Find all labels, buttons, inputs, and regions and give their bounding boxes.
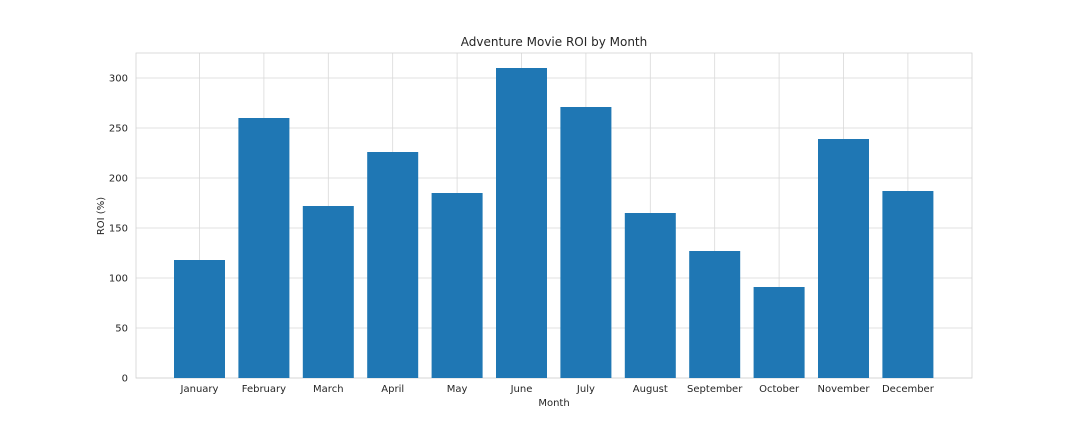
bar-september: [689, 251, 741, 378]
chart-title: Adventure Movie ROI by Month: [461, 35, 648, 49]
x-tick-label: September: [687, 384, 743, 395]
bar-february: [238, 118, 290, 378]
bar-may: [431, 193, 483, 378]
x-tick-label: August: [633, 384, 668, 395]
bar-march: [302, 206, 354, 378]
bar-june: [496, 68, 547, 378]
y-tick-label: 200: [109, 174, 128, 185]
x-tick-label: July: [576, 384, 595, 395]
y-tick-label: 100: [109, 274, 128, 285]
x-tick-label: March: [313, 384, 343, 395]
x-tick-labels: January February March April May June July Augu…: [180, 384, 935, 395]
bar-july: [560, 107, 612, 378]
x-axis-label: Month: [538, 398, 569, 409]
bars: [174, 68, 934, 378]
bar-august: [624, 213, 676, 378]
bar-january: [174, 260, 225, 378]
y-axis-label: ROI (%): [96, 197, 107, 235]
bar-april: [367, 152, 419, 378]
bar-october: [753, 287, 805, 378]
x-tick-label: December: [882, 384, 935, 395]
y-tick-label: 50: [115, 324, 128, 335]
x-tick-label: April: [381, 384, 404, 395]
y-tick-label: 150: [109, 224, 128, 235]
y-tick-labels: 0 50 100 150 200 250 300: [109, 74, 128, 385]
x-tick-label: June: [510, 384, 533, 395]
x-tick-label: January: [180, 384, 219, 395]
axes-frame: [135, 52, 973, 379]
x-tick-label: November: [817, 384, 870, 395]
bar-december: [882, 191, 934, 378]
y-tick-label: 300: [109, 74, 128, 85]
y-tick-label: 250: [109, 124, 128, 135]
bar-november: [818, 139, 869, 378]
x-tick-label: February: [242, 384, 286, 395]
y-tick-label: 0: [122, 374, 128, 385]
x-tick-label: May: [447, 384, 468, 395]
x-tick-label: October: [759, 384, 800, 395]
